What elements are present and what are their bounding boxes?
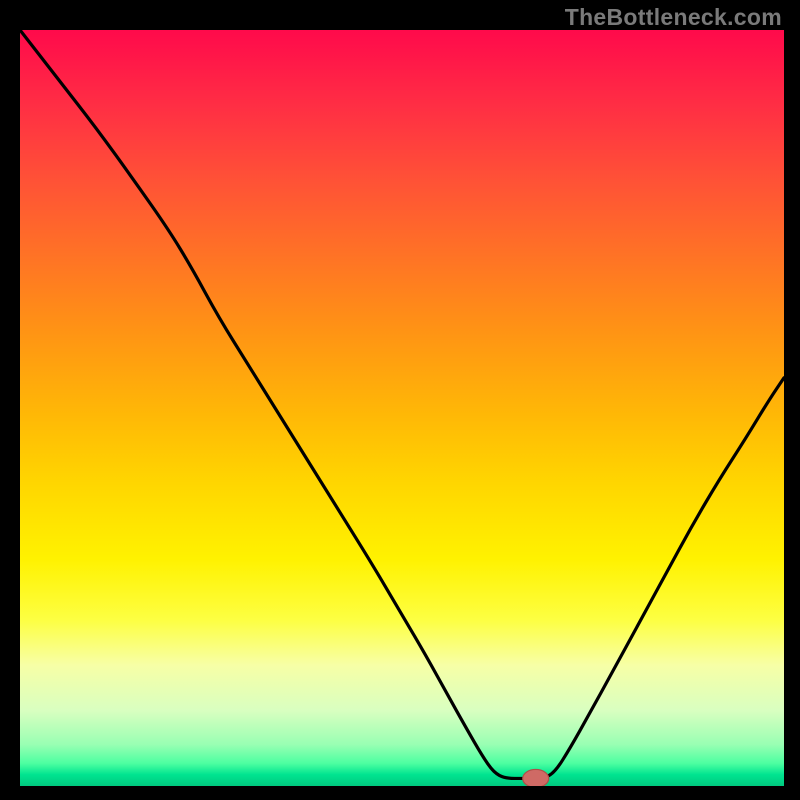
gradient-background xyxy=(20,30,784,786)
optimum-marker xyxy=(523,769,549,786)
watermark-label: TheBottleneck.com xyxy=(565,4,782,31)
bottleneck-curve-plot xyxy=(20,30,784,786)
chart-frame: TheBottleneck.com xyxy=(0,0,800,800)
